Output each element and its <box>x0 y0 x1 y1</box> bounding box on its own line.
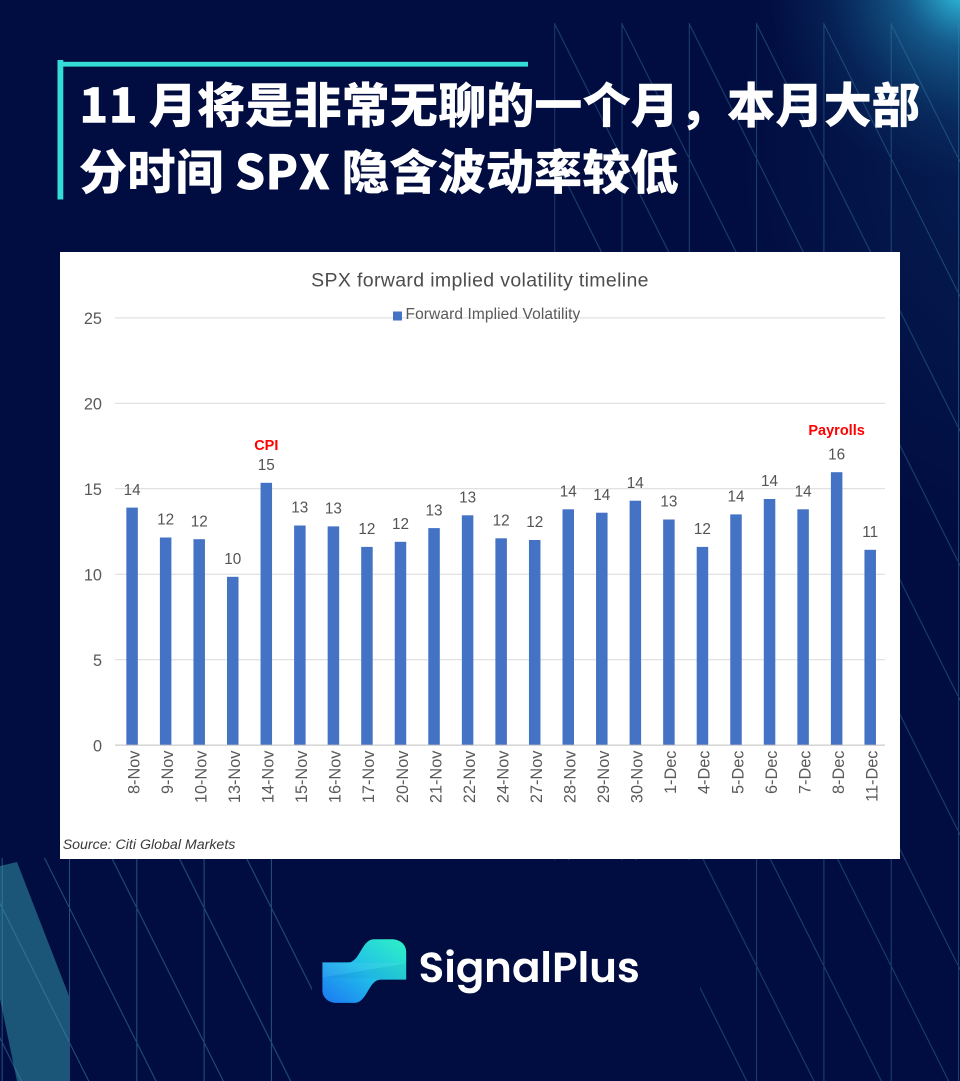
svg-text:28-Nov: 28-Nov <box>562 750 580 803</box>
svg-text:16: 16 <box>828 446 845 463</box>
svg-text:Source: Citi Global Markets: Source: Citi Global Markets <box>63 837 236 853</box>
svg-text:4-Dec: 4-Dec <box>696 751 714 794</box>
svg-text:13: 13 <box>325 501 342 518</box>
svg-text:16-Nov: 16-Nov <box>327 750 345 803</box>
svg-text:1-Dec: 1-Dec <box>662 751 680 794</box>
svg-text:14-Nov: 14-Nov <box>260 750 278 803</box>
svg-text:12: 12 <box>526 514 543 531</box>
svg-text:13: 13 <box>425 502 442 519</box>
svg-text:12: 12 <box>392 516 409 533</box>
svg-text:20: 20 <box>84 396 102 414</box>
svg-text:14: 14 <box>124 482 142 499</box>
svg-text:8-Dec: 8-Dec <box>830 751 848 794</box>
svg-text:8-Nov: 8-Nov <box>125 750 143 794</box>
svg-text:14: 14 <box>627 475 645 492</box>
svg-text:10: 10 <box>84 566 102 584</box>
svg-text:13: 13 <box>291 500 308 517</box>
svg-text:13-Nov: 13-Nov <box>226 750 244 803</box>
svg-text:14: 14 <box>593 487 611 504</box>
svg-text:11-Dec: 11-Dec <box>864 751 882 802</box>
svg-text:9-Nov: 9-Nov <box>159 750 177 794</box>
svg-text:5-Dec: 5-Dec <box>729 751 747 794</box>
svg-text:22-Nov: 22-Nov <box>461 750 479 803</box>
svg-text:5: 5 <box>93 652 102 670</box>
svg-text:Forward Implied Volatility: Forward Implied Volatility <box>406 306 581 323</box>
svg-text:13: 13 <box>459 490 476 507</box>
svg-text:0: 0 <box>93 737 102 755</box>
svg-text:12: 12 <box>157 512 174 529</box>
svg-text:15: 15 <box>84 481 102 499</box>
svg-text:Payrolls: Payrolls <box>808 423 864 439</box>
svg-text:10: 10 <box>224 551 241 568</box>
svg-text:17-Nov: 17-Nov <box>360 750 378 803</box>
svg-text:14: 14 <box>560 484 578 501</box>
svg-text:27-Nov: 27-Nov <box>528 750 546 803</box>
svg-text:24-Nov: 24-Nov <box>494 750 512 803</box>
svg-text:12: 12 <box>191 513 208 530</box>
svg-text:15: 15 <box>258 457 275 474</box>
svg-text:12: 12 <box>493 513 510 530</box>
svg-text:10-Nov: 10-Nov <box>193 750 211 803</box>
svg-text:20-Nov: 20-Nov <box>394 750 412 803</box>
svg-text:29-Nov: 29-Nov <box>595 750 613 803</box>
svg-text:13: 13 <box>660 494 677 511</box>
svg-text:14: 14 <box>795 484 813 501</box>
svg-text:14: 14 <box>761 473 779 490</box>
svg-text:12: 12 <box>358 521 375 538</box>
svg-text:CPI: CPI <box>254 438 278 454</box>
svg-text:15-Nov: 15-Nov <box>293 750 311 803</box>
svg-text:21-Nov: 21-Nov <box>427 750 445 803</box>
svg-text:SPX forward implied volatility: SPX forward implied volatility timeline <box>311 270 649 292</box>
svg-text:6-Dec: 6-Dec <box>763 751 781 794</box>
svg-text:14: 14 <box>727 489 745 506</box>
svg-text:25: 25 <box>84 310 102 328</box>
svg-text:30-Nov: 30-Nov <box>629 750 647 803</box>
svg-text:12: 12 <box>694 521 711 538</box>
svg-text:11: 11 <box>862 524 878 541</box>
svg-text:7-Dec: 7-Dec <box>796 751 814 794</box>
